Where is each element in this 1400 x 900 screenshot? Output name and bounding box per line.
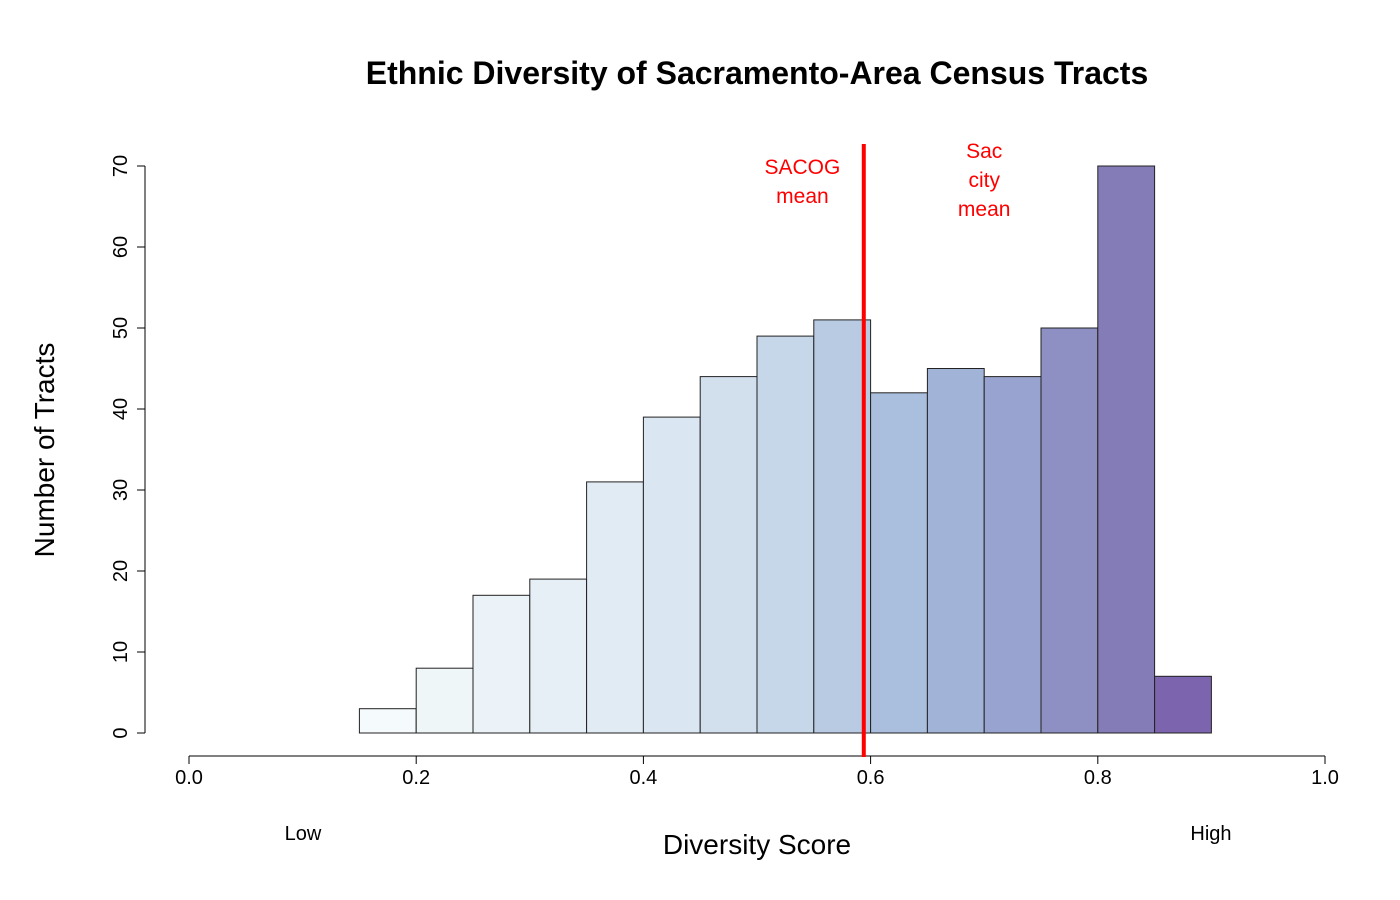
y-tick-label: 30 [110,479,132,501]
histogram-bar [926,368,985,734]
y-tick-label: 20 [110,560,132,582]
x-tick-label: 0.2 [402,767,430,789]
histogram-bar [415,667,474,734]
chart-title: Ethnic Diversity of Sacramento-Area Cens… [366,55,1149,91]
mean-annotation-line: mean [776,185,829,208]
mean-annotation-line: city [968,169,1000,192]
mean-annotation: Sac city mean [958,140,1011,221]
x-axis: 0.0 0.2 0.4 0.6 0.8 1.0 [175,755,1339,789]
histogram-bar [1040,327,1099,734]
x-tick-label: 0.0 [175,767,203,789]
mean-annotation-line: mean [958,198,1011,221]
x-axis-label: Diversity Score [663,829,851,860]
histogram-bar [586,481,644,734]
mean-annotation: SACOG mean [765,156,841,208]
y-axis: 0 10 20 30 40 50 60 70 [110,155,146,739]
histogram-bar [472,594,531,734]
histogram-bar [813,319,872,734]
bars-layer [358,165,1212,734]
y-tick-label: 10 [110,641,132,663]
histogram-bar [358,708,417,734]
mean-annotation-line: Sac [966,140,1002,163]
x-tick-label: 1.0 [1311,767,1339,789]
histogram-bar [1154,675,1212,734]
x-low-label: Low [285,823,322,845]
y-tick-label: 60 [110,236,132,258]
histogram-bar [642,416,701,734]
histogram-bar [983,376,1042,734]
histogram-bar [756,335,815,734]
x-high-label: High [1190,823,1231,845]
y-tick-label: 50 [110,317,132,339]
y-tick-label: 70 [110,155,132,177]
x-tick-label: 0.8 [1084,767,1112,789]
x-tick-label: 0.6 [857,767,885,789]
y-tick-label: 40 [110,398,132,420]
annotations: SACOG mean Sac city mean [765,140,1011,221]
histogram-bar [699,376,758,734]
y-tick-label: 0 [110,727,132,738]
x-tick-label: 0.4 [629,767,657,789]
histogram-bar [529,578,588,734]
mean-annotation-line: SACOG [765,156,841,179]
histogram-bar [1097,165,1156,734]
y-axis-label: Number of Tracts [29,343,60,558]
histogram-bar [870,392,928,734]
